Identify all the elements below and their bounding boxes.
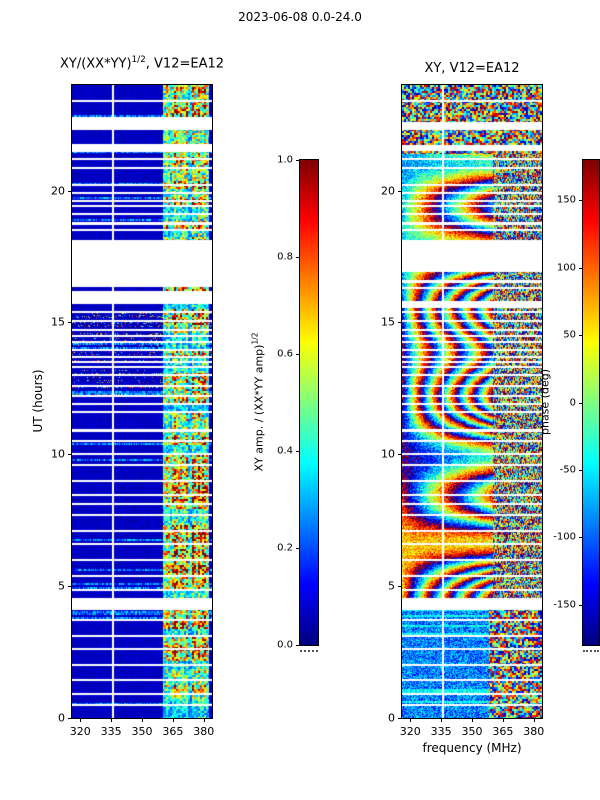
y-tick-mark (398, 190, 402, 192)
figure-title: 2023-06-08 0.0-24.0 (238, 10, 362, 24)
y-tick-label: 20 (381, 184, 395, 197)
right-heatmap-image (402, 85, 542, 718)
left-plot-frame (71, 84, 213, 719)
y-tick-label: 5 (58, 579, 65, 593)
left-plot-title: XY/(XX*YY)1/2, V12=EA12 (60, 55, 224, 71)
x-tick-mark (203, 718, 205, 722)
left-colorbar-minor-dots (300, 650, 318, 652)
colorbar-tick-label: 50 (563, 329, 576, 341)
x-axis-label: frequency (MHz) (422, 741, 522, 755)
x-tick-label: 320 (69, 725, 91, 738)
left-plot-title-suffix: , V12=EA12 (145, 56, 225, 72)
y-tick-mark (398, 454, 402, 456)
right-colorbar-minor-dots (583, 650, 599, 652)
x-tick-label: 350 (461, 725, 483, 738)
colorbar-tick-mark (296, 354, 300, 355)
x-tick-label: 365 (492, 725, 514, 738)
y-tick-mark (398, 322, 402, 324)
y-axis-label: UT (hours) (31, 369, 45, 433)
left-plot-title-text: XY/(XX*YY) (59, 56, 132, 72)
y-tick-mark (398, 718, 402, 719)
x-tick-mark (441, 718, 443, 722)
right-colorbar (582, 159, 600, 646)
colorbar-tick-mark (579, 335, 583, 337)
y-tick-label: 15 (381, 315, 395, 329)
colorbar-tick-mark (296, 257, 300, 258)
colorbar-tick-mark (579, 469, 583, 471)
y-tick-label: 5 (388, 579, 395, 593)
y-tick-mark (68, 454, 72, 456)
colorbar-tick-mark (296, 645, 300, 646)
x-tick-label: 335 (100, 725, 122, 738)
colorbar-tick-label: 0.0 (277, 639, 293, 651)
colorbar-tick-label: 0.6 (277, 348, 293, 360)
colorbar-tick-mark (579, 537, 583, 539)
x-tick-label: 365 (162, 725, 184, 738)
x-tick-label: 350 (131, 725, 153, 738)
colorbar-tick-label: 100 (556, 262, 576, 274)
y-tick-label: 0 (388, 711, 395, 725)
y-tick-label: 0 (58, 711, 65, 725)
left-colorbar-label-exponent: 1/2 (250, 332, 260, 345)
colorbar-tick-mark (579, 200, 583, 202)
colorbar-tick-mark (579, 402, 583, 404)
x-tick-mark (111, 718, 113, 722)
x-tick-mark (172, 718, 174, 722)
colorbar-tick-mark (579, 267, 583, 269)
colorbar-tick-label: 0 (569, 397, 576, 408)
x-tick-label: 320 (399, 725, 421, 738)
y-tick-label: 10 (381, 447, 395, 461)
y-tick-mark (68, 586, 72, 588)
x-tick-mark (410, 718, 412, 722)
x-tick-label: 380 (193, 725, 215, 738)
colorbar-tick-mark (296, 451, 300, 452)
x-tick-mark (502, 718, 504, 722)
y-tick-mark (68, 322, 72, 324)
y-tick-label: 15 (51, 315, 65, 329)
x-tick-mark (533, 718, 535, 722)
colorbar-tick-label: -100 (553, 531, 576, 543)
x-tick-mark (80, 718, 82, 722)
x-tick-label: 335 (430, 725, 452, 738)
colorbar-tick-label: 0.4 (277, 445, 293, 457)
x-tick-mark (142, 718, 143, 722)
colorbar-tick-label: -150 (553, 599, 576, 611)
colorbar-tick-mark (296, 160, 300, 161)
colorbar-tick-label: 0.8 (277, 251, 293, 263)
left-colorbar-label-text: XY amp. / (XX*YY amp) (252, 344, 266, 472)
y-tick-mark (68, 190, 72, 192)
right-plot-title: XY, V12=EA12 (424, 61, 520, 76)
y-tick-mark (68, 718, 72, 719)
y-tick-label: 20 (51, 184, 65, 197)
left-colorbar (299, 159, 319, 646)
x-tick-label: 380 (523, 725, 545, 738)
left-plot-title-exponent: 1/2 (131, 55, 146, 65)
right-plot-frame (401, 84, 543, 719)
x-tick-mark (472, 718, 473, 722)
colorbar-tick-label: 150 (556, 194, 576, 206)
colorbar-tick-label: -50 (559, 464, 576, 476)
left-heatmap-image (72, 85, 212, 718)
colorbar-tick-mark (296, 548, 300, 549)
right-colorbar-label: phase (deg) (538, 368, 552, 436)
colorbar-tick-mark (579, 604, 583, 606)
colorbar-tick-label: 1.0 (277, 154, 293, 166)
y-tick-mark (398, 586, 402, 588)
left-colorbar-label: XY amp. / (XX*YY amp)1/2 (251, 333, 266, 472)
colorbar-tick-label: 0.2 (277, 542, 293, 554)
y-tick-label: 10 (51, 447, 65, 461)
